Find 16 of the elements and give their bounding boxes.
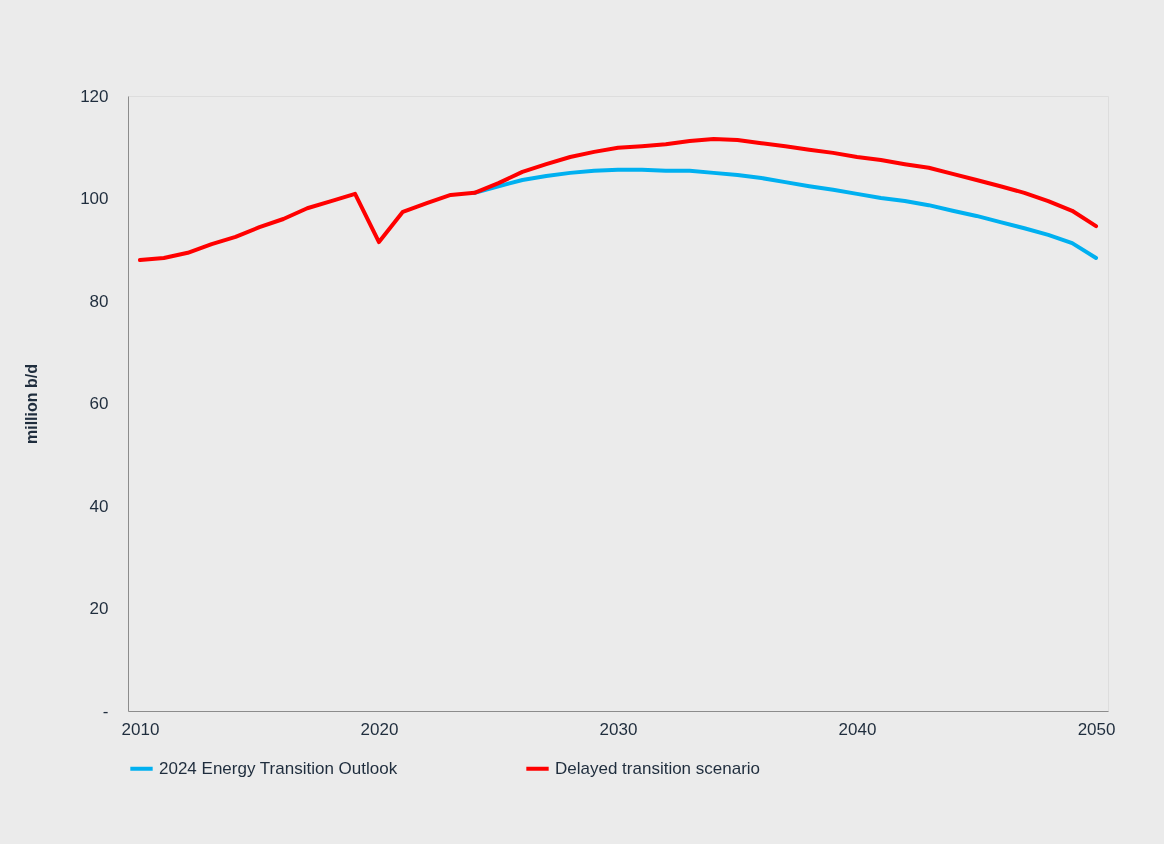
y-tick-label: 100 — [80, 189, 109, 208]
y-tick-label: 120 — [80, 86, 109, 106]
y-axis-title: million b/d — [23, 364, 41, 444]
y-tick-label: 40 — [89, 496, 109, 516]
y-tick-label: 20 — [89, 599, 109, 618]
legend-label: Delayed transition scenario — [555, 758, 761, 778]
x-tick-label: 2030 — [599, 719, 638, 739]
x-tick-label: 2050 — [1077, 719, 1116, 739]
x-tick-label: 2040 — [838, 719, 877, 739]
y-tick-label: 60 — [89, 394, 109, 413]
y-tick-label: - — [102, 701, 109, 721]
x-tick-label: 2010 — [121, 719, 160, 739]
line-series — [137, 137, 1099, 262]
x-tick-label: 2020 — [360, 719, 399, 739]
y-tick-label: 80 — [89, 291, 109, 311]
legend-label: 2024 Energy Transition Outlook — [159, 758, 398, 778]
